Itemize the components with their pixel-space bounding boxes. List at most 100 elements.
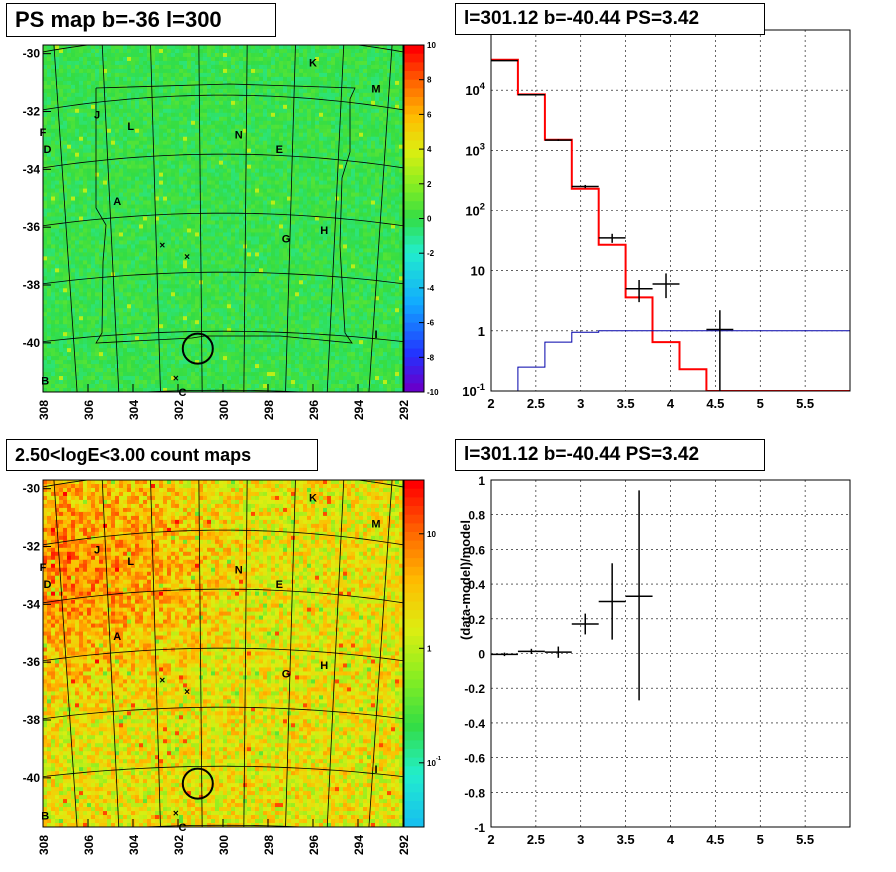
colorbar-cell <box>404 653 424 663</box>
colorbar-cell <box>404 366 424 376</box>
y-tick-label: -0.8 <box>464 786 485 800</box>
colorbar-cell <box>404 88 424 98</box>
longitude-line <box>198 480 203 827</box>
colorbar-cell <box>404 357 424 367</box>
longitude-line <box>243 480 248 827</box>
colorbar-tick-label: -4 <box>427 284 435 293</box>
colorbar-cell <box>404 97 424 107</box>
colorbar-cell <box>404 348 424 358</box>
source-label: E <box>276 144 283 156</box>
y-tick-label: 0.2 <box>468 613 485 627</box>
longitude-line <box>101 45 120 392</box>
source-label: C <box>179 387 187 399</box>
colorbar-cell <box>404 192 424 202</box>
source-cross: × <box>159 241 165 252</box>
colorbar-cell <box>404 71 424 81</box>
colorbar-cell <box>404 497 424 507</box>
colorbar-cell <box>404 818 424 828</box>
x-tick-label: 2.5 <box>527 396 545 411</box>
colorbar-cell <box>404 670 424 681</box>
source-label: E <box>276 579 283 591</box>
x-tick-label: 292 <box>397 400 411 420</box>
colorbar-cell <box>404 45 424 55</box>
colorbar-cell <box>404 775 424 785</box>
colorbar-cell <box>404 313 424 324</box>
data-point <box>544 646 572 658</box>
colorbar-cell <box>404 514 424 524</box>
colorbar-cell <box>404 480 424 490</box>
colorbar-frame <box>403 479 425 828</box>
colorbar-cell <box>404 53 424 63</box>
count-map-axes: 308 306 304 302 300 298 296 294 292 -30 -32 -34 -36 -… <box>23 482 411 855</box>
colorbar-tick-label: 1 <box>427 644 432 653</box>
colorbar-cell <box>404 287 424 298</box>
colorbar-cell <box>404 731 424 741</box>
colorbar-cell <box>404 792 424 802</box>
x-tick-label: 3 <box>577 396 584 411</box>
y-tick-label: -38 <box>23 713 41 727</box>
longitude-line <box>326 480 345 827</box>
colorbar-cell <box>404 506 424 516</box>
colorbar-cell <box>404 123 424 133</box>
x-tick-label: 294 <box>352 835 366 855</box>
data-point <box>706 310 734 391</box>
x-tick-label: 300 <box>217 835 231 855</box>
colorbar-cell <box>404 722 424 733</box>
colorbar-cell <box>404 62 424 72</box>
colorbar-cell <box>404 575 424 585</box>
colorbar-cell <box>404 549 424 559</box>
data-point <box>598 233 626 243</box>
x-tick-label: 294 <box>352 400 366 420</box>
colorbar-cell <box>404 296 424 306</box>
x-tick-label: 3.5 <box>617 396 635 411</box>
colorbar-cell <box>404 523 424 533</box>
y-tick-label: 104 <box>465 81 485 98</box>
x-tick-label: 5 <box>757 396 764 411</box>
source-label: H <box>320 660 328 672</box>
colorbar-cell <box>404 601 424 611</box>
y-tick-label: 10-1 <box>462 382 485 399</box>
data-point <box>625 279 653 303</box>
colorbar-cell <box>404 235 424 245</box>
source-cross: × <box>159 676 165 687</box>
latitude-line <box>43 706 403 720</box>
target-circle <box>181 332 214 365</box>
source-label: A <box>113 196 121 208</box>
ps-map-colorbar: 10 8 6 4 2 0 -2 -4 -6 -8 -10 <box>403 41 439 397</box>
data-point <box>517 93 545 96</box>
y-tick-label: 1 <box>478 324 485 339</box>
ps-map-title: PS map b=-36 l=300 <box>6 3 276 37</box>
colorbar-tick-label: 10 <box>427 530 436 539</box>
colorbar-cell <box>404 140 424 150</box>
y-tick-label: 0.6 <box>468 543 485 557</box>
colorbar-cell <box>404 218 424 228</box>
spectrum-panel: 2 2.5 3 3.5 4 4.5 5 5.5 10-1 1 10 102 103 104 <box>462 29 851 411</box>
colorbar-cell <box>404 584 424 594</box>
colorbar-cell <box>404 227 424 237</box>
x-tick-label: 302 <box>172 400 186 420</box>
source-label: N <box>235 130 243 142</box>
longitude-line <box>285 480 296 827</box>
longitude-line <box>368 45 393 392</box>
latitude-line <box>43 330 403 343</box>
source-cross: × <box>173 374 179 385</box>
x-tick-label: 292 <box>397 835 411 855</box>
residual-frame <box>490 479 851 828</box>
colorbar-cell <box>404 679 424 689</box>
colorbar-cell <box>404 748 424 759</box>
y-tick-label: 0.4 <box>468 578 485 592</box>
source-label: G <box>282 234 291 246</box>
latitude-line <box>43 588 403 604</box>
residual-grid <box>490 479 850 828</box>
latitude-line <box>43 271 403 285</box>
y-tick-label: -38 <box>23 278 41 292</box>
y-tick-label: 102 <box>465 202 485 219</box>
source-label: D <box>44 579 52 591</box>
colorbar-cell <box>404 705 424 715</box>
source-label: M <box>371 83 380 95</box>
y-tick-label: 0 <box>478 648 485 662</box>
colorbar-cell <box>404 592 424 602</box>
spectrum-series <box>491 58 850 391</box>
